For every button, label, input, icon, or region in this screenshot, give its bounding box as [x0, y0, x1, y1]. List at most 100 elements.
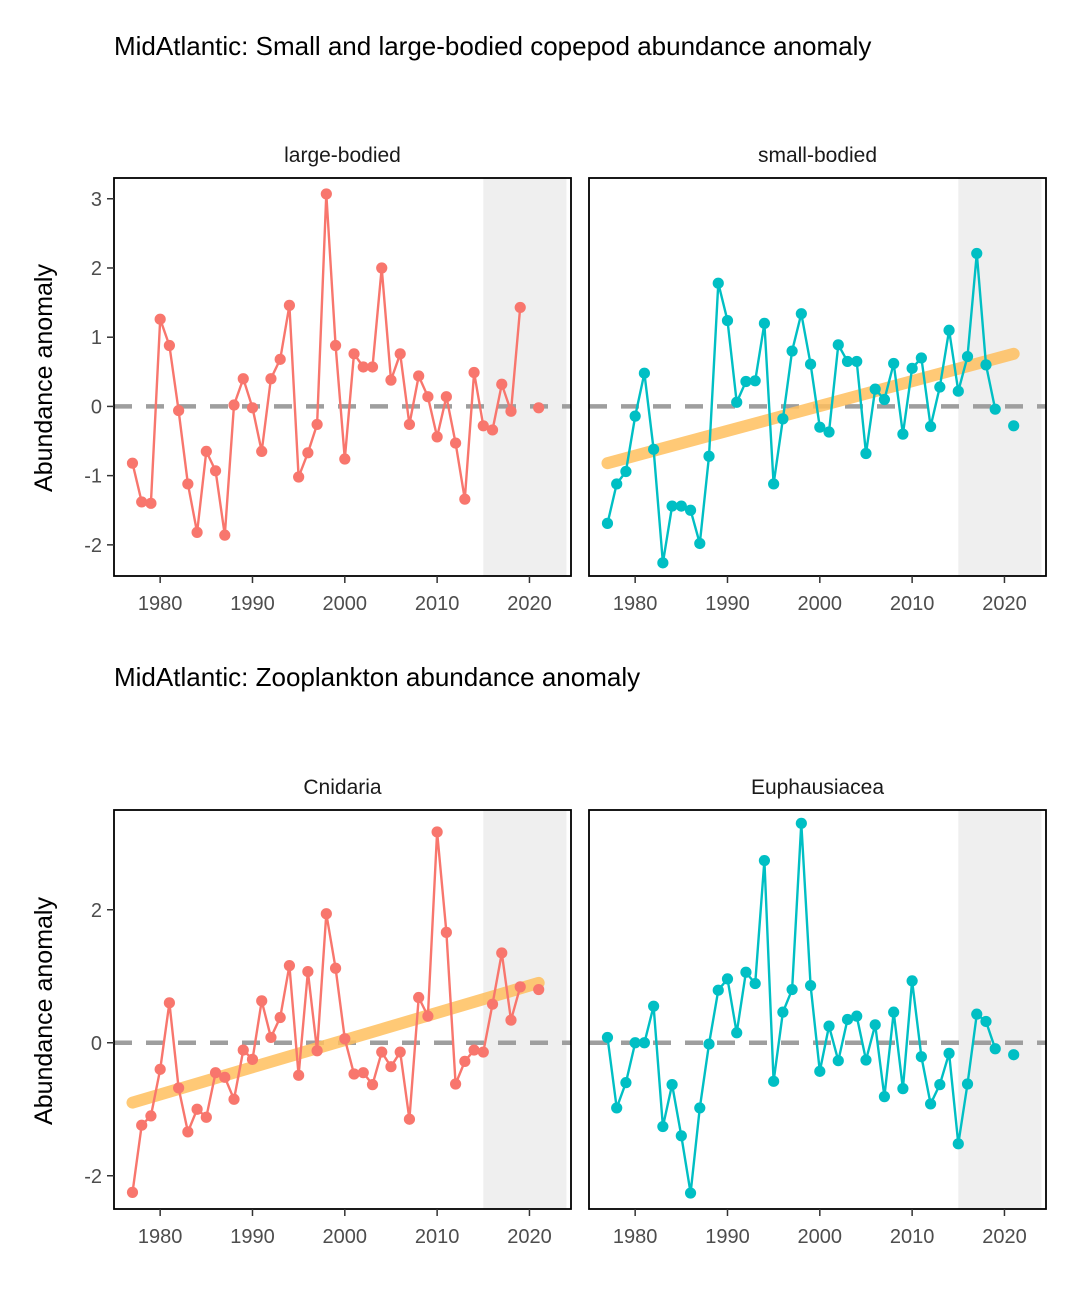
- cnidaria-series-line: [133, 832, 539, 1193]
- small-bodied-point-2014: [943, 324, 955, 336]
- small-bodied-panel-border: [588, 177, 1047, 577]
- large-bodied-x-tick-label-2000: 2000: [323, 593, 368, 615]
- euphausiacea-point-1990: [721, 973, 734, 985]
- cnidaria-point-2002: [357, 1067, 369, 1079]
- large-bodied-point-1978: [136, 496, 148, 508]
- cnidaria-shade-region: [483, 810, 567, 1209]
- large-bodied-point-1984: [191, 526, 203, 538]
- small-bodied-point-2007: [878, 393, 891, 406]
- cnidaria-point-2010: [431, 826, 443, 838]
- euphausiacea-panel-border: [588, 809, 1047, 1210]
- large-bodied-point-2012: [449, 437, 462, 449]
- small-bodied-point-1999: [804, 358, 817, 370]
- euphausiacea-point-2001: [823, 1020, 835, 1032]
- small-bodied-point-2009: [897, 428, 909, 440]
- large-bodied-point-1985: [200, 445, 212, 458]
- euphausiacea-point-2011: [915, 1051, 927, 1063]
- euphausiacea-point-1988: [703, 1038, 715, 1050]
- cnidaria-point-1983: [182, 1126, 194, 1138]
- small-bodied-point-1994: [758, 317, 771, 329]
- cnidaria-point-1995: [293, 1069, 305, 1081]
- small-bodied-x-tick-label-2000: 2000: [798, 593, 843, 615]
- large-bodied-panel-border: [113, 177, 572, 577]
- euphausiacea-point-1978: [611, 1102, 623, 1114]
- cnidaria-point-1984: [191, 1103, 203, 1115]
- large-bodied-point-1987: [219, 529, 231, 541]
- small-bodied-x-tick-label-2020: 2020: [982, 593, 1027, 615]
- cnidaria-point-1981: [163, 997, 175, 1009]
- large-bodied-point-1997: [311, 418, 323, 431]
- small-bodied-point-2002: [832, 339, 844, 351]
- cnidaria-point-2008: [413, 991, 425, 1004]
- euphausiacea-point-1997: [786, 983, 798, 996]
- euphausiacea-point-1985: [675, 1130, 687, 1142]
- large-bodied-point-2001: [348, 348, 360, 360]
- euphausiacea-point-1984: [666, 1079, 678, 1091]
- cnidaria-point-2006: [394, 1046, 406, 1058]
- small-bodied-point-2018: [980, 359, 992, 371]
- euphausiacea-point-1977: [601, 1031, 614, 1044]
- euphausiacea-point-2000: [814, 1065, 826, 1077]
- small-bodied-point-1993: [749, 375, 761, 387]
- large-bodied-x-tick-label-1980: 1980: [138, 593, 183, 615]
- cnidaria-point-2012: [449, 1078, 462, 1090]
- euphausiacea-point-2021: [1008, 1049, 1020, 1061]
- small-bodied-point-1995: [768, 478, 780, 490]
- large-bodied-point-2004: [376, 262, 388, 274]
- large-bodied-x-tick-label-2010: 2010: [415, 593, 460, 615]
- cnidaria-point-2004: [376, 1046, 388, 1058]
- large-bodied-x-tick-label-1990: 1990: [230, 593, 275, 615]
- small-bodied-point-2003: [841, 355, 854, 368]
- cnidaria-y-tick-label-2: 2: [91, 900, 102, 922]
- small-bodied-point-2021: [1008, 420, 1020, 432]
- cnidaria-x-tick-label-2000: 2000: [323, 1226, 368, 1248]
- cnidaria-panel-border: [113, 809, 572, 1210]
- small-bodied-point-2000: [814, 421, 826, 433]
- cnidaria-point-2009: [422, 1010, 434, 1022]
- cnidaria-point-2011: [440, 926, 452, 938]
- cnidaria-point-1996: [302, 965, 314, 978]
- panel-euphausiacea: Euphausiacea 1980 1990 2000 2010 2020: [588, 776, 1047, 1248]
- small-bodied-point-1991: [731, 396, 743, 408]
- small-bodied-point-1986: [684, 504, 697, 516]
- euphausiacea-point-1982: [648, 1000, 660, 1012]
- small-bodied-point-1985: [675, 500, 687, 512]
- small-bodied-x-tick-label-1990: 1990: [705, 593, 750, 615]
- small-bodied-point-2004: [851, 355, 863, 368]
- small-bodied-panel-label: small-bodied: [758, 144, 877, 167]
- cnidaria-point-2017: [496, 947, 508, 959]
- cnidaria-x-tick-label-2010: 2010: [415, 1226, 460, 1248]
- large-bodied-y-tick-label-3: 3: [91, 189, 102, 211]
- cnidaria-point-2021: [533, 983, 545, 996]
- cnidaria-point-2019: [514, 981, 526, 993]
- cnidaria-point-2001: [348, 1068, 360, 1080]
- euphausiacea-point-2008: [888, 1006, 900, 1018]
- cnidaria-point-1991: [256, 995, 268, 1007]
- small-bodied-x-tick-label-1980: 1980: [613, 593, 658, 615]
- large-bodied-point-2011: [440, 391, 452, 403]
- cnidaria-point-1982: [173, 1082, 185, 1094]
- euphausiacea-series-line: [608, 823, 1014, 1193]
- small-bodied-point-1990: [721, 314, 734, 327]
- small-bodied-point-1984: [666, 500, 678, 512]
- euphausiacea-point-1993: [749, 977, 761, 990]
- cnidaria-y-tick-label-0: 0: [91, 1033, 102, 1055]
- euphausiacea-point-1983: [657, 1120, 669, 1133]
- large-bodied-point-2002: [357, 361, 369, 373]
- large-bodied-point-2013: [459, 493, 471, 505]
- small-bodied-point-1998: [795, 308, 807, 320]
- small-bodied-point-1978: [611, 478, 623, 490]
- cnidaria-point-1986: [209, 1067, 222, 1079]
- large-bodied-point-1986: [209, 465, 222, 477]
- cnidaria-point-1979: [145, 1110, 157, 1122]
- small-bodied-point-2016: [961, 350, 974, 363]
- cnidaria-point-1998: [320, 908, 332, 920]
- euphausiacea-point-1986: [684, 1187, 697, 1199]
- euphausiacea-point-2019: [989, 1043, 1001, 1055]
- euphausiacea-point-2007: [878, 1091, 891, 1103]
- large-bodied-point-2018: [505, 405, 517, 417]
- cnidaria-point-1989: [237, 1044, 249, 1056]
- large-bodied-shade-region: [483, 178, 567, 576]
- cnidaria-point-2007: [403, 1113, 416, 1125]
- small-bodied-x-tick-label-2010: 2010: [890, 593, 935, 615]
